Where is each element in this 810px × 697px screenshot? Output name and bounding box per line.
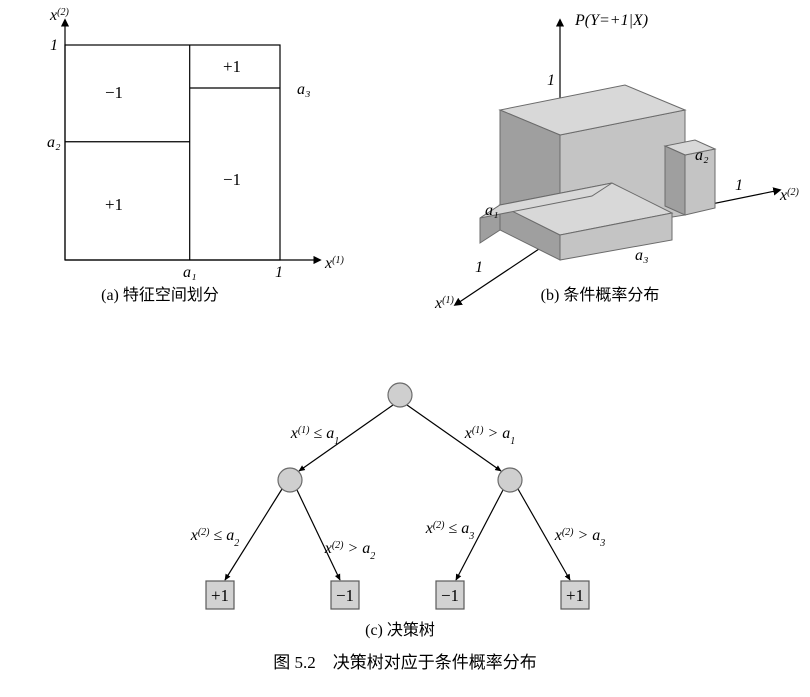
tick-a2: a₂ bbox=[47, 134, 61, 151]
axis-x-label: x(1) bbox=[324, 255, 344, 273]
panel-b-caption: (b) 条件概率分布 bbox=[541, 286, 660, 304]
panel-a: 1 a₂ a₃ a₁ 1 x(1) x(2) +1 −1 −1 +1 (a) 特… bbox=[47, 7, 344, 305]
leaf-LR-val: −1 bbox=[336, 586, 354, 605]
b-tick-1x2: 1 bbox=[735, 177, 743, 194]
node-L bbox=[278, 468, 302, 492]
node-root bbox=[388, 383, 412, 407]
axis-y-label: x(2) bbox=[49, 7, 69, 25]
leaf-RL-val: −1 bbox=[441, 586, 459, 605]
leaf-LL: +1 bbox=[206, 581, 234, 609]
panel-b: P(Y=+1|X) x(2) x(1) 1 1 1 a₁ a₂ a₃ (b) 条… bbox=[434, 12, 799, 312]
tick-a3: a₃ bbox=[297, 81, 311, 98]
figure-caption: 图 5.2 决策树对应于条件概率分布 bbox=[273, 653, 537, 672]
b-tick-a1: a₁ bbox=[485, 202, 499, 219]
edge-label-rr: x(1) > a1 bbox=[464, 425, 516, 447]
edge-label-rl: x(1) ≤ a1 bbox=[290, 425, 340, 447]
tick-a1: a₁ bbox=[183, 264, 197, 281]
b-tick-1z: 1 bbox=[547, 72, 555, 89]
node-R bbox=[498, 468, 522, 492]
axis-z-label: P(Y=+1|X) bbox=[574, 12, 648, 29]
panel-a-caption: (a) 特征空间划分 bbox=[101, 286, 219, 304]
leaf-LR: −1 bbox=[331, 581, 359, 609]
edge-L-LR bbox=[297, 490, 340, 580]
region-bl: +1 bbox=[105, 195, 123, 214]
tick-1-y: 1 bbox=[50, 37, 58, 54]
tick-1-x: 1 bbox=[275, 264, 283, 281]
edge-label-rl2: x(2) ≤ a3 bbox=[425, 520, 475, 542]
region-tl: −1 bbox=[105, 83, 123, 102]
block-tall bbox=[480, 85, 685, 260]
edge-label-rr2: x(2) > a3 bbox=[554, 527, 606, 549]
b-tick-a3: a₃ bbox=[635, 247, 649, 264]
unit-square bbox=[65, 45, 280, 260]
axis-x2-label: x(2) bbox=[779, 187, 799, 205]
leaf-RR-val: +1 bbox=[566, 586, 584, 605]
panel-c: +1 −1 −1 +1 x(1) ≤ a1 x(1) > a1 x(2) ≤ a… bbox=[190, 383, 606, 639]
panel-c-caption: (c) 决策树 bbox=[365, 621, 435, 639]
b-tick-1x1: 1 bbox=[475, 259, 483, 276]
leaf-RL: −1 bbox=[436, 581, 464, 609]
region-tr: +1 bbox=[223, 57, 241, 76]
axis-x1-label: x(1) bbox=[434, 295, 454, 313]
leaf-LL-val: +1 bbox=[211, 586, 229, 605]
edge-label-lr: x(2) > a2 bbox=[324, 540, 376, 562]
edge-label-ll: x(2) ≤ a2 bbox=[190, 527, 240, 549]
region-br: −1 bbox=[223, 170, 241, 189]
leaf-RR: +1 bbox=[561, 581, 589, 609]
b-tick-a2: a₂ bbox=[695, 147, 709, 164]
